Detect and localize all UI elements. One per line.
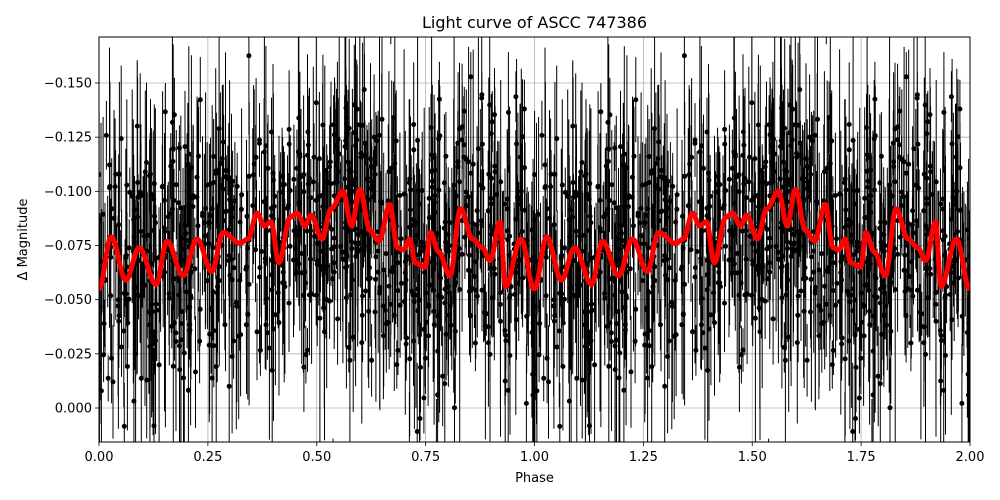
x-tick-label: 1.50 bbox=[738, 450, 767, 465]
y-tick-label: −0.050 bbox=[44, 293, 92, 308]
y-tick-label: −0.150 bbox=[44, 77, 92, 92]
y-tick-label: 0.000 bbox=[55, 402, 92, 417]
data-point-markers bbox=[99, 53, 970, 434]
x-tick-label: 1.00 bbox=[520, 450, 549, 465]
x-tick-label: 1.75 bbox=[847, 450, 876, 465]
x-tick-label: 2.00 bbox=[956, 450, 985, 465]
y-tick-label: −0.100 bbox=[44, 185, 92, 200]
y-tick-label: −0.075 bbox=[44, 239, 92, 254]
x-axis-label: Phase bbox=[515, 471, 554, 486]
model-line bbox=[99, 186, 970, 292]
y-tick-label: −0.125 bbox=[44, 131, 92, 146]
x-tick-label: 0.25 bbox=[193, 450, 222, 465]
x-tick-label: 1.25 bbox=[629, 450, 658, 465]
x-tick-label: 0.00 bbox=[85, 450, 114, 465]
model-curve bbox=[99, 186, 970, 292]
y-axis-label: Δ Magnitude bbox=[16, 199, 31, 281]
x-tick-label: 0.50 bbox=[302, 450, 331, 465]
x-axis-ticks: 0.00 0.25 0.50 0.75 1.00 1.25 1.50 1.75 2.00 bbox=[85, 442, 985, 465]
chart-title: Light curve of ASCC 747386 bbox=[422, 13, 647, 32]
x-tick-label: 0.75 bbox=[411, 450, 440, 465]
y-tick-label: −0.025 bbox=[44, 347, 92, 362]
y-axis-ticks: −0.150 −0.125 −0.100 −0.075 −0.050 −0.025 0.00… bbox=[44, 77, 99, 417]
